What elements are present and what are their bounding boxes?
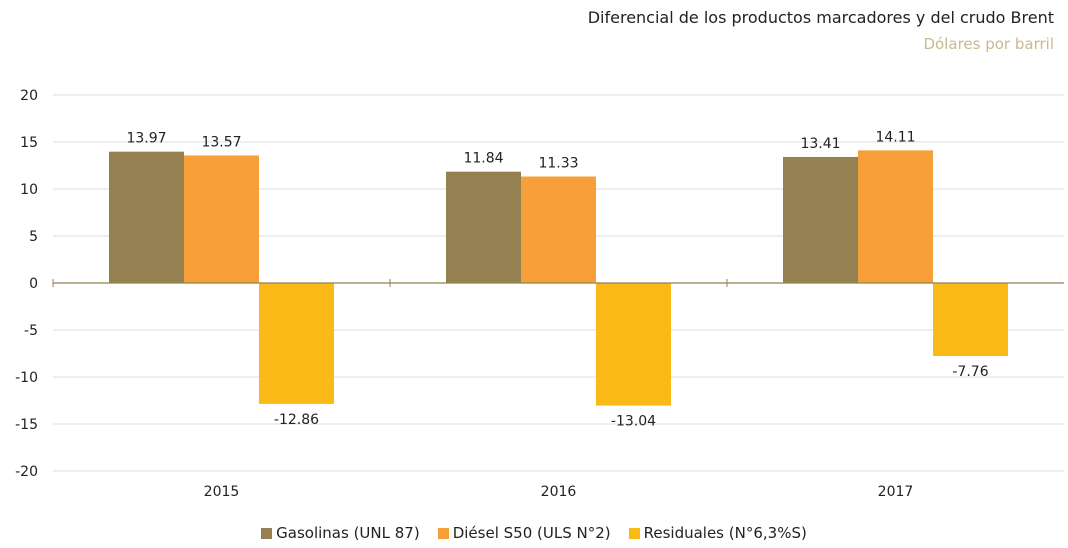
x-tick-label: 2015 [204, 484, 240, 500]
data-label: -12.86 [274, 412, 319, 428]
data-label: -13.04 [611, 414, 656, 430]
legend-item-gasolinas: Gasolinas (UNL 87) [261, 524, 420, 542]
y-tick-label: 20 [20, 88, 38, 104]
data-label: 14.11 [875, 129, 915, 145]
y-tick-label: -15 [15, 417, 38, 433]
y-tick-label: 15 [20, 135, 38, 151]
legend-swatch-gasolinas [261, 527, 273, 539]
legend-label-gasolinas: Gasolinas (UNL 87) [276, 524, 420, 542]
legend-swatch-residuales [628, 527, 640, 539]
bar [184, 155, 259, 283]
data-label: -7.76 [952, 364, 988, 380]
data-label: 11.84 [463, 151, 503, 167]
bar [521, 176, 596, 283]
bar [446, 171, 521, 283]
data-label: 13.41 [800, 136, 840, 152]
y-tick-label: 10 [20, 182, 38, 198]
x-tick-label: 2017 [878, 484, 914, 500]
data-label: 11.33 [538, 155, 578, 171]
bar [858, 150, 933, 283]
y-tick-label: -20 [15, 464, 38, 480]
data-label: 13.97 [126, 131, 166, 147]
bar [259, 283, 334, 404]
y-tick-label: 5 [29, 229, 38, 245]
legend: Gasolinas (UNL 87) Diésel S50 (ULS N°2) … [0, 524, 1068, 542]
legend-item-residuales: Residuales (N°6,3%S) [628, 524, 807, 542]
bar [783, 156, 858, 283]
chart-title: Diferencial de los productos marcadores … [587, 8, 1054, 27]
legend-label-diesel: Diésel S50 (ULS N°2) [452, 524, 611, 542]
bar [596, 283, 671, 406]
y-tick-label: 0 [29, 276, 38, 292]
data-label: 13.57 [201, 134, 241, 150]
legend-item-diesel: Diésel S50 (ULS N°2) [437, 524, 611, 542]
chart-subtitle: Dólares por barril [923, 35, 1055, 53]
y-tick-label: -5 [24, 323, 38, 339]
y-tick-label: -10 [15, 370, 38, 386]
legend-swatch-diesel [437, 527, 449, 539]
legend-label-residuales: Residuales (N°6,3%S) [643, 524, 807, 542]
x-tick-label: 2016 [541, 484, 577, 500]
bar [933, 283, 1008, 356]
bar [109, 151, 184, 283]
